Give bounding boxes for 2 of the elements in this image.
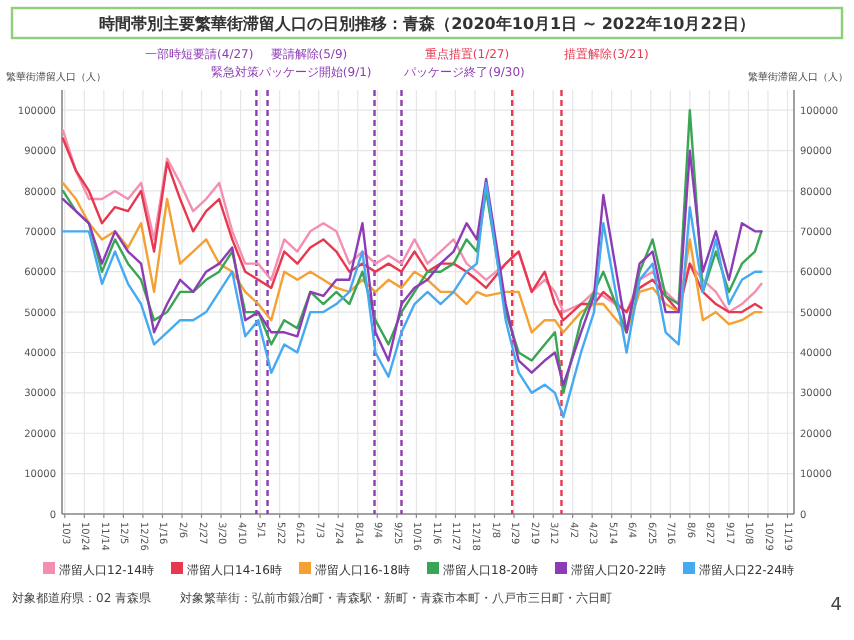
chart-title: 時間帯別主要繁華街滞留人口の日別推移：青森（2020年10月1日 ~ 2022年10月22日） bbox=[99, 13, 755, 33]
title: 時間帯別主要繁華街滞留人口の日別推移：青森（2020年10月1日 ~ 2022年10月22日） bbox=[10, 6, 844, 40]
